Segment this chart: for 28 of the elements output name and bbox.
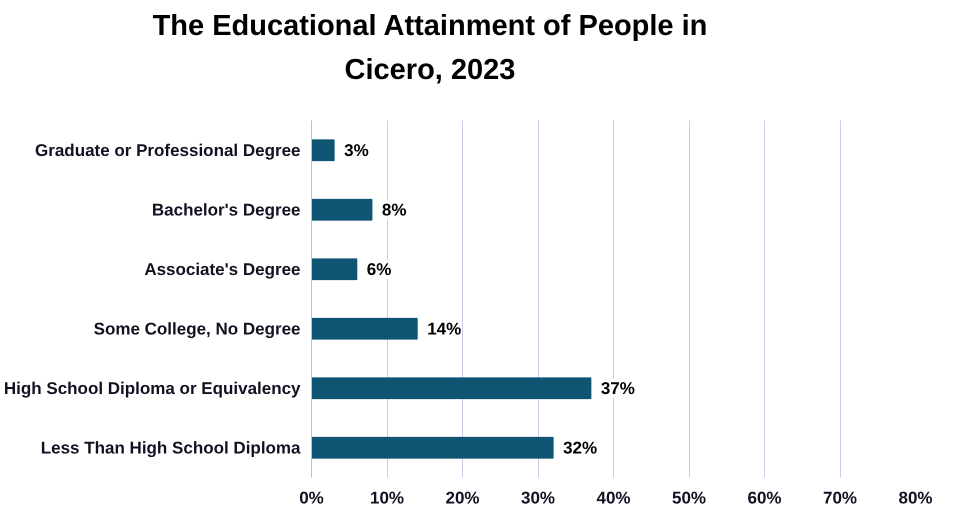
chart-title: The Educational Attainment of People in Cicero, 2023 [152,9,708,88]
bar [312,198,372,221]
x-tick-label: 0% [299,488,324,508]
bar [312,436,554,459]
x-tick-label: 60% [747,488,782,508]
y-tick-label: High School Diploma or Equivalency [4,378,302,398]
data-label: 3% [344,140,369,160]
x-tick-label: 80% [898,488,933,508]
x-tick-label: 10% [370,488,404,508]
data-label: 6% [366,260,392,279]
x-tick-label: 40% [596,488,631,508]
y-tick-label: Associate's Degree [144,260,301,279]
bar [312,318,418,340]
data-label: 37% [600,378,635,398]
y-tick-label: Some College, No Degree [94,319,300,338]
bar [312,258,358,280]
data-label: 32% [563,438,598,458]
data-label: 14% [427,319,462,338]
x-tick-label: 50% [672,488,706,508]
x-tick-label: 20% [445,488,480,508]
y-tick-label: Graduate or Professional Degree [35,140,301,160]
x-tick-label: 70% [822,488,858,508]
data-label: 8% [382,200,406,220]
x-tick-label: 30% [520,488,556,508]
y-tick-label: Bachelor's Degree [152,200,300,220]
bar [312,139,335,162]
y-tick-label: Less Than High School Diploma [40,438,302,458]
bar [312,377,592,400]
